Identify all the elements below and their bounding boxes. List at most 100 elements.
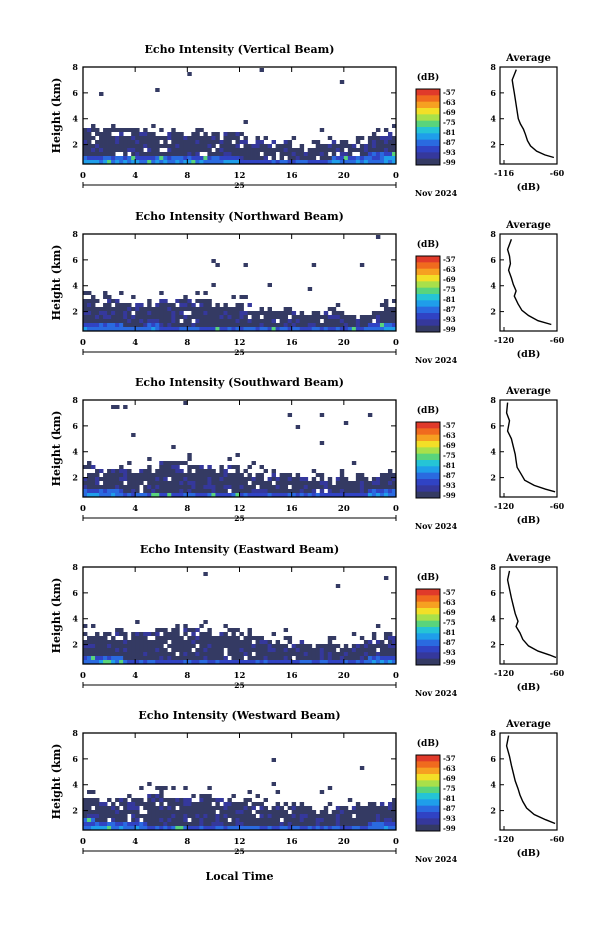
heatmap-cell <box>119 802 124 806</box>
heatmap-cell <box>171 656 176 660</box>
heatmap-cell <box>335 644 341 648</box>
heatmap-cell <box>159 656 164 660</box>
heatmap-cell <box>299 148 305 152</box>
heatmap-cell <box>91 652 96 656</box>
heatmap-cell <box>147 457 152 461</box>
heatmap-cell <box>107 489 112 493</box>
heatmap-cell <box>119 156 124 160</box>
heatmap-cell <box>107 315 112 319</box>
colorbar-swatch <box>416 620 440 628</box>
heatmap-cell <box>223 485 228 489</box>
heatmap-cell <box>183 826 188 830</box>
heatmap-cell <box>151 148 156 152</box>
heatmap-cell <box>91 465 96 469</box>
heatmap-cell <box>95 656 100 660</box>
x-tick-label: 8 <box>184 837 190 847</box>
heatmap-cell <box>155 656 160 660</box>
heatmap-cell <box>319 148 325 152</box>
heatmap-cell <box>199 299 204 303</box>
heatmap-cell <box>127 315 132 319</box>
heatmap-cell <box>235 160 240 164</box>
heatmap-cell <box>339 810 345 814</box>
heatmap-cell <box>307 489 313 493</box>
heatmap-cell <box>123 826 128 830</box>
heatmap-cell <box>119 327 124 331</box>
heatmap-cell <box>243 295 248 299</box>
colorbar-swatch <box>416 805 440 813</box>
heatmap-cell <box>307 485 313 489</box>
heatmap-cell <box>115 818 120 822</box>
heatmap-cell <box>391 656 397 660</box>
profile-line <box>506 238 552 326</box>
heatmap-cells <box>83 572 397 664</box>
heatmap-cell <box>111 311 116 315</box>
heatmap-cell <box>343 826 349 830</box>
heatmap-cell <box>379 311 385 315</box>
heatmap-cell <box>387 148 393 152</box>
heatmap-cell <box>115 160 120 164</box>
colorbar-swatch <box>416 108 440 115</box>
heatmap-cell <box>159 307 164 311</box>
heatmap-cell <box>339 315 345 319</box>
heatmap-cell <box>375 822 381 826</box>
heatmap-cell <box>131 493 136 497</box>
heatmap-cell <box>147 307 152 311</box>
heatmap-cell <box>199 798 204 802</box>
colorbar-tick-label: -87 <box>443 804 456 813</box>
heatmap-cell <box>115 644 120 648</box>
heatmap-cell <box>155 473 160 477</box>
heatmap-cell <box>175 628 180 632</box>
heatmap-cell <box>267 283 272 287</box>
heatmap-cell <box>103 319 108 323</box>
heatmap-cell <box>267 822 272 826</box>
heatmap-cell <box>99 132 104 136</box>
heatmap-cell <box>323 814 329 818</box>
heatmap-cell <box>195 660 200 664</box>
heatmap-cell <box>207 806 212 810</box>
heatmap-cell <box>195 652 200 656</box>
heatmap-cell <box>115 822 120 826</box>
profile-y-tick-label: 8 <box>490 728 496 738</box>
heatmap-cell <box>299 481 305 485</box>
heatmap-cell <box>383 636 389 640</box>
heatmap-cell <box>123 144 128 148</box>
profile-frame <box>499 66 558 165</box>
heatmap-cell <box>331 319 337 323</box>
heatmap-cell <box>291 810 297 814</box>
heatmap-cell <box>331 648 337 652</box>
heatmap-cell <box>367 644 373 648</box>
heatmap-cell <box>143 652 148 656</box>
heatmap-cell <box>355 806 361 810</box>
heatmap-cell <box>191 307 196 311</box>
heatmap-cell <box>279 477 285 481</box>
heatmap-cell <box>187 644 192 648</box>
heatmap-cell <box>223 469 228 473</box>
heatmap-cell <box>199 814 204 818</box>
heatmap-cell <box>351 315 357 319</box>
heatmap-cell <box>115 128 120 132</box>
heatmap-cell <box>135 128 140 132</box>
heatmap-cell <box>387 469 393 473</box>
heatmap-cell <box>171 481 176 485</box>
heatmap-cell <box>103 802 108 806</box>
heatmap-cell <box>335 485 341 489</box>
heatmap-cell <box>215 493 220 497</box>
heatmap-cell <box>359 766 365 770</box>
heatmap-cell <box>323 144 329 148</box>
heatmap-cell <box>195 156 200 160</box>
heatmap-cell <box>151 648 156 652</box>
heatmap-cell <box>347 481 353 485</box>
heatmap-cell <box>227 493 232 497</box>
heatmap-cell <box>131 656 136 660</box>
heatmap-cell <box>95 640 100 644</box>
heatmap-cell <box>111 323 116 327</box>
heatmap-cell <box>291 660 297 664</box>
heatmap-cell <box>203 814 208 818</box>
heatmap-cell <box>195 822 200 826</box>
heatmap-cell <box>335 652 341 656</box>
heatmap-cell <box>311 327 317 331</box>
heatmap-cell <box>175 481 180 485</box>
heatmap-cell <box>271 327 277 331</box>
heatmap-cell <box>99 644 104 648</box>
heatmap-cell <box>195 128 200 132</box>
